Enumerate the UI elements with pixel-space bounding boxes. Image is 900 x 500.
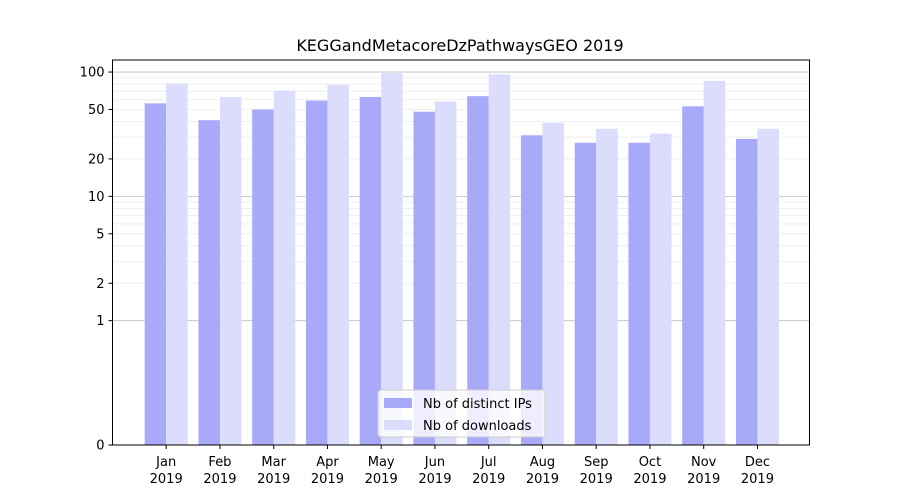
bar-downloads [542, 122, 564, 445]
x-tick-label: Aug 2019 [526, 455, 559, 487]
y-tick-label: 2 [96, 277, 104, 292]
bar-ips [144, 103, 167, 445]
x-tick-label: Feb 2019 [203, 455, 236, 487]
legend-label-downloads: Nb of downloads [423, 419, 532, 434]
bar-downloads [273, 90, 296, 446]
y-tick-label: 20 [88, 152, 105, 167]
plot-frame [112, 59, 810, 446]
bar-downloads [381, 73, 403, 445]
bar-ips [628, 142, 650, 446]
bars [144, 73, 779, 446]
bar-downloads [703, 80, 726, 445]
bar-downloads [596, 128, 618, 445]
x-tick-label: Jan 2019 [150, 455, 183, 487]
y-tick-label: 50 [88, 103, 105, 118]
y-tick-label: 100 [80, 66, 105, 81]
x-tick-label: Apr 2019 [311, 455, 344, 487]
bar-ips [413, 111, 435, 445]
bar-ips [198, 120, 220, 445]
x-tick-label: Dec 2019 [741, 455, 774, 487]
x-tick-label: Oct 2019 [633, 455, 666, 487]
bar-ips [735, 138, 758, 445]
bar-ips [574, 142, 597, 446]
bar-downloads [219, 96, 242, 446]
legend-label-ips: Nb of distinct IPs [423, 397, 532, 412]
bar-downloads [327, 84, 349, 445]
legend-box [377, 389, 546, 438]
x-tick-label: Mar 2019 [257, 455, 290, 487]
chart-title: KEGGandMetacoreDzPathwaysGEO 2019 [296, 36, 623, 55]
legend-swatch-ips [384, 398, 412, 408]
y-tick-label: 10 [88, 190, 105, 205]
bar-ips [305, 100, 328, 446]
bar-downloads [166, 83, 188, 446]
bar-ips [520, 135, 543, 446]
y-tick-label: 1 [96, 314, 104, 329]
y-tick-label: 0 [96, 439, 104, 454]
bar-ips [252, 109, 274, 446]
x-tick-label: Jul 2019 [472, 455, 505, 487]
y-axis: 0 1 2 5 10 20 50 100 [80, 66, 113, 454]
legend-swatch-downloads [384, 420, 412, 430]
bar-ips [359, 96, 382, 446]
x-tick-label: Jun 2019 [418, 455, 451, 487]
y-tick-label: 5 [96, 227, 104, 242]
bar-downloads [757, 128, 779, 445]
x-axis: Jan 2019 Feb 2019 Mar 2019 Apr 2019 May 2019 Jun 20… [150, 445, 774, 487]
x-tick-label: Nov 2019 [687, 455, 720, 487]
bar-ips [682, 106, 704, 446]
legend: Nb of distinct IPs Nb of downloads [377, 389, 546, 438]
bar-downloads [488, 74, 511, 446]
bar-downloads [434, 101, 457, 445]
bar-downloads [649, 133, 672, 445]
bar-ips [467, 96, 489, 445]
x-tick-label: Sep 2019 [580, 455, 613, 487]
x-tick-label: May 2019 [365, 455, 398, 487]
